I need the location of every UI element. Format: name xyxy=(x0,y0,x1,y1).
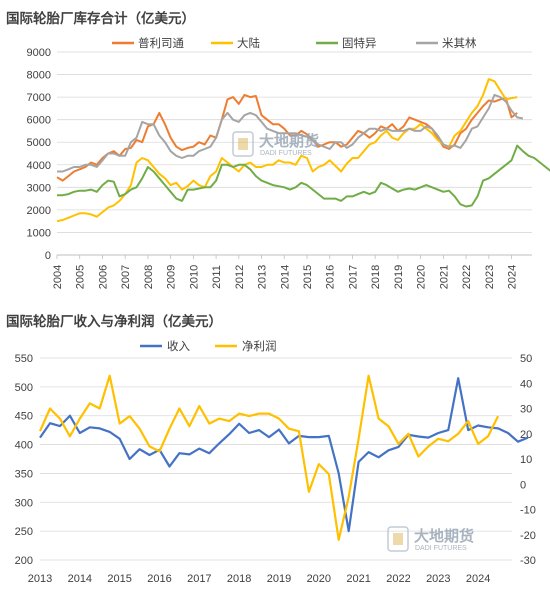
chart2-xtick-label: 2016 xyxy=(147,573,171,585)
chart2-legend-label-1: 净利润 xyxy=(242,339,277,353)
chart2-ytick-right-label: 50 xyxy=(520,353,532,365)
chart2-ytick-left-label: 300 xyxy=(15,497,33,509)
watermark-logo-icon xyxy=(232,131,254,157)
chart2-xtick-label: 2024 xyxy=(466,573,490,585)
watermark-logo-icon xyxy=(387,526,409,552)
chart1-legend-label-3: 米其林 xyxy=(442,36,477,50)
chart1-xtick-label: 2015 xyxy=(302,265,314,289)
chart1-xtick-label: 2013 xyxy=(257,265,269,289)
chart1-legend-label-0: 普利司通 xyxy=(138,36,184,50)
chart1-xtick-label: 2024 xyxy=(507,265,519,289)
chart2-xtick-label: 2014 xyxy=(68,573,92,585)
chart2-ytick-left-label: 350 xyxy=(15,468,33,480)
chart1-xtick-label: 2010 xyxy=(188,265,200,289)
chart2-xtick-label: 2015 xyxy=(107,573,131,585)
watermark-text-en: DADI FUTURES xyxy=(415,545,467,552)
chart1-xtick-label: 2009 xyxy=(166,265,178,289)
chart2-series-line-0 xyxy=(39,377,529,533)
chart2-xtick-label: 2020 xyxy=(307,573,331,585)
chart2-ytick-right-label: 0 xyxy=(520,479,526,491)
chart2-xtick-label: 2013 xyxy=(28,573,52,585)
chart1-xtick-label: 2020 xyxy=(416,265,428,289)
chart1-xtick-label: 2018 xyxy=(370,265,382,289)
chart1-legend-label-1: 大陆 xyxy=(237,36,260,50)
chart2-legend-label-0: 收入 xyxy=(167,339,190,353)
chart1-series-line-1 xyxy=(56,78,518,223)
chart1-ytick-label: 6000 xyxy=(27,115,51,127)
chart1-xtick-label: 2007 xyxy=(120,265,132,289)
chart1-ytick-label: 4000 xyxy=(27,160,51,172)
chart2-ytick-left-label: 200 xyxy=(15,555,33,567)
chart1-legend-label-2: 固特异 xyxy=(342,36,377,50)
chart2-ytick-left-label: 450 xyxy=(15,411,33,423)
watermark-text-cn: 大地期货 xyxy=(414,527,474,545)
chart2-ytick-right-label: 20 xyxy=(520,429,532,441)
chart1-series-line-3 xyxy=(57,93,524,173)
chart2-ytick-right-label: -10 xyxy=(520,505,536,517)
chart1-xtick-label: 2017 xyxy=(347,265,359,289)
chart1-ytick-label: 2000 xyxy=(27,205,51,217)
chart2-ytick-right-label: 40 xyxy=(520,378,532,390)
chart1-xtick-label: 2005 xyxy=(75,265,87,289)
chart1-ytick-label: 1000 xyxy=(27,227,51,239)
chart1-ytick-label: 5000 xyxy=(27,137,51,149)
chart2-ytick-right-label: 30 xyxy=(520,404,532,416)
chart2-title: 国际轮胎厂收入与净利润（亿美元） xyxy=(6,314,222,330)
chart2-xtick-label: 2023 xyxy=(426,573,450,585)
chart2-ytick-right-label: 10 xyxy=(520,454,532,466)
chart2-ytick-left-label: 500 xyxy=(15,382,33,394)
chart1-xtick-label: 2019 xyxy=(393,265,405,289)
chart2-ytick-right-label: -30 xyxy=(520,555,536,567)
chart2-xtick-label: 2022 xyxy=(386,573,410,585)
chart1-xtick-label: 2004 xyxy=(52,265,64,289)
watermark-logo-mark xyxy=(393,533,403,545)
chart1-ytick-label: 8000 xyxy=(27,70,51,82)
chart2-ytick-left-label: 550 xyxy=(15,353,33,365)
chart1-xtick-label: 2016 xyxy=(325,265,337,289)
chart1-xtick-label: 2006 xyxy=(97,265,109,289)
chart1-xtick-label: 2014 xyxy=(279,265,291,289)
chart1-ytick-label: 3000 xyxy=(27,182,51,194)
chart1-xtick-label: 2008 xyxy=(143,265,155,289)
chart1-ytick-label: 0 xyxy=(45,250,51,262)
chart2-xtick-label: 2019 xyxy=(267,573,291,585)
chart1-ytick-label: 7000 xyxy=(27,92,51,104)
chart1-ytick-label: 9000 xyxy=(27,47,51,59)
chart2-xtick-label: 2017 xyxy=(187,573,211,585)
chart2-series-line-1 xyxy=(38,374,500,541)
watermark-logo-mark xyxy=(238,138,248,150)
chart1-series-line-2 xyxy=(57,144,550,208)
chart1-title: 国际轮胎厂库存合计（亿美元） xyxy=(6,11,195,27)
chart1-xtick-label: 2012 xyxy=(234,265,246,289)
chart2-ytick-left-label: 400 xyxy=(15,440,33,452)
chart1-xtick-label: 2011 xyxy=(211,265,223,289)
chart2-xtick-label: 2018 xyxy=(227,573,251,585)
watermark-text-en: DADI FUTURES xyxy=(260,150,312,157)
watermark-text-cn: 大地期货 xyxy=(259,132,319,150)
chart2-ytick-right-label: -20 xyxy=(520,530,536,542)
chart2-ytick-left-label: 250 xyxy=(15,526,33,538)
chart2-xtick-label: 2021 xyxy=(346,573,370,585)
chart1-xtick-label: 2022 xyxy=(461,265,473,289)
chart1-xtick-label: 2021 xyxy=(438,265,450,289)
chart1-xtick-label: 2023 xyxy=(484,265,496,289)
